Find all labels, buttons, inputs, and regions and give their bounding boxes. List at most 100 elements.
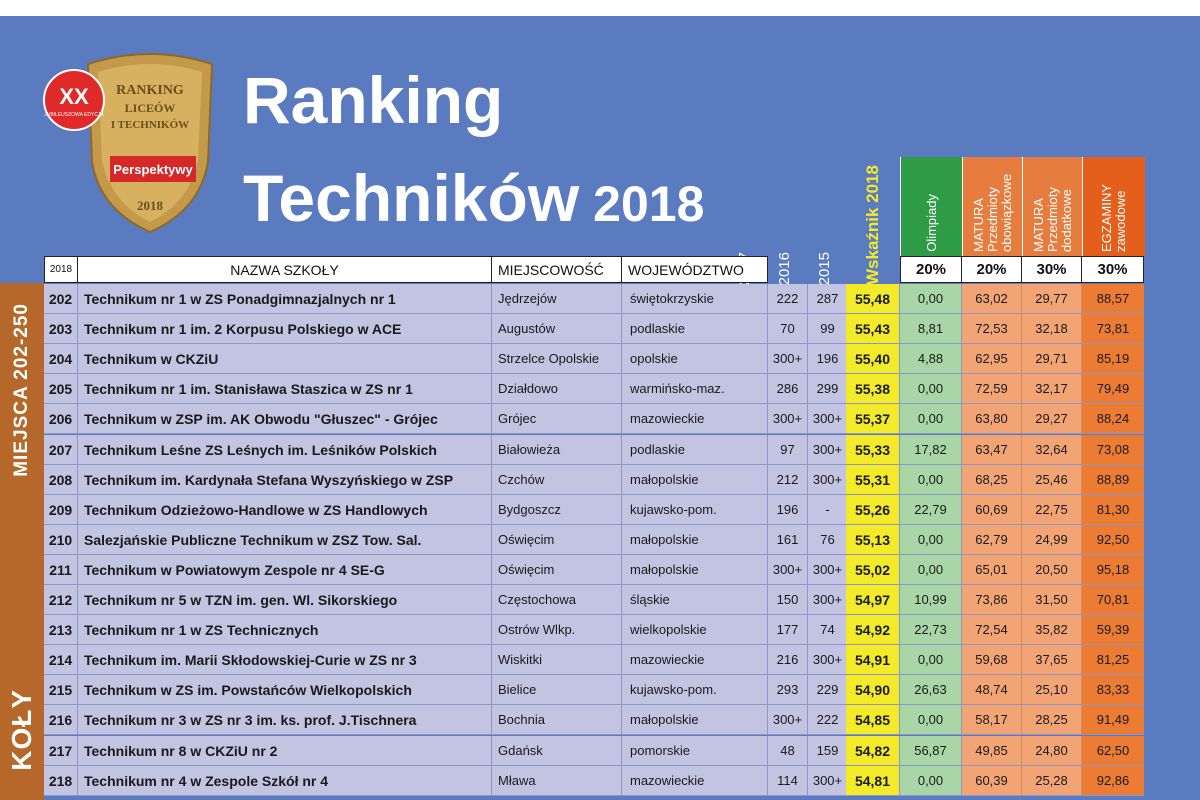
matura-additional-cell: 25,10: [1022, 675, 1082, 706]
weight-matura-additional: 30%: [1022, 256, 1082, 283]
svg-text:JUBILEUSZOWA EDYCJA: JUBILEUSZOWA EDYCJA: [44, 112, 104, 118]
rank-2016-cell: 222: [808, 705, 848, 736]
header-matura-required: MATURA Przedmioty obowiązkowe: [962, 157, 1023, 256]
table-row: 213 Technikum nr 1 w ZS Technicznych Ostró…: [44, 615, 1144, 646]
index-cell: 55,48: [846, 284, 900, 314]
voivodeship-cell: małopolskie: [622, 705, 768, 736]
rank-2017-cell: 300+: [768, 705, 808, 736]
rank-2016-cell: 196: [808, 344, 848, 375]
side-label-cut: KOŁY: [6, 689, 37, 771]
side-strip: [0, 283, 44, 800]
school-name: Technikum w ZS im. Powstańców Wielkopols…: [78, 675, 492, 706]
exams-cell: 88,24: [1082, 404, 1144, 435]
city-cell: Jędrzejów: [492, 284, 622, 314]
voivodeship-cell: mazowieckie: [622, 645, 768, 676]
city-cell: Bielice: [492, 675, 622, 706]
rank-cell: 203: [44, 314, 78, 345]
voivodeship-cell: kujawsko-pom.: [622, 494, 768, 525]
city-cell: Gdańsk: [492, 735, 622, 766]
rank-2016-cell: 300+: [808, 645, 848, 676]
table-row: 205 Technikum nr 1 im. Stanisława Staszic…: [44, 374, 1144, 405]
voivodeship-cell: kujawsko-pom.: [622, 675, 768, 706]
rank-2016-cell: 99: [808, 314, 848, 345]
olympiads-cell: 8,81: [900, 314, 962, 345]
olympiads-cell: 0,00: [900, 524, 962, 555]
olympiads-cell: 56,87: [900, 735, 962, 766]
table-row: 218 Technikum nr 4 w Zespole Szkół nr 4 Mł…: [44, 765, 1144, 796]
weight-matura-required: 20%: [962, 256, 1022, 283]
rank-cell: 216: [44, 705, 78, 736]
matura-additional-cell: 29,27: [1022, 404, 1082, 435]
index-cell: 55,40: [846, 344, 900, 375]
rank-2017-cell: 286: [768, 374, 808, 405]
rank-2016-cell: 76: [808, 524, 848, 555]
table-row: 204 Technikum w CKZiU Strzelce Opolskie opo…: [44, 344, 1144, 375]
olympiads-cell: 0,00: [900, 705, 962, 736]
rank-2017-cell: 177: [768, 615, 808, 646]
header-2015: 2015: [815, 251, 833, 285]
exams-cell: 83,33: [1082, 675, 1144, 706]
school-name: Technikum im. Kardynała Stefana Wyszyńsk…: [78, 464, 492, 495]
olympiads-cell: 0,00: [900, 645, 962, 676]
voivodeship-cell: opolskie: [622, 344, 768, 375]
matura-additional-cell: 25,46: [1022, 464, 1082, 495]
school-name: Technikum nr 1 w ZS Technicznych: [78, 615, 492, 646]
top-margin: [0, 0, 1200, 16]
matura-additional-cell: 29,71: [1022, 344, 1082, 375]
index-cell: 55,13: [846, 524, 900, 555]
city-cell: Oświęcim: [492, 524, 622, 555]
city-cell: Strzelce Opolskie: [492, 344, 622, 375]
school-name: Technikum nr 1 im. Stanisława Staszica w…: [78, 374, 492, 405]
table-row: 214 Technikum im. Marii Skłodowskiej-Curi…: [44, 645, 1144, 676]
city-cell: Oświęcim: [492, 554, 622, 585]
olympiads-cell: 0,00: [900, 464, 962, 495]
school-name: Technikum nr 3 w ZS nr 3 im. ks. prof. J…: [78, 705, 492, 736]
table-row: 212 Technikum nr 5 w TZN im. gen. Wl. Sik…: [44, 585, 1144, 615]
rank-2016-cell: 159: [808, 735, 848, 766]
rank-2017-cell: 97: [768, 434, 808, 465]
exams-cell: 95,18: [1082, 554, 1144, 585]
voivodeship-cell: małopolskie: [622, 524, 768, 555]
city-cell: Bochnia: [492, 705, 622, 736]
svg-text:LICEÓW: LICEÓW: [125, 101, 176, 115]
city-cell: Białowieża: [492, 434, 622, 465]
exams-cell: 92,86: [1082, 765, 1144, 796]
col-woj-header: WOJEWÓDZTWO: [622, 256, 768, 283]
exams-cell: 81,30: [1082, 494, 1144, 525]
voivodeship-cell: mazowieckie: [622, 765, 768, 796]
index-cell: 54,91: [846, 645, 900, 676]
exams-cell: 79,49: [1082, 374, 1144, 405]
voivodeship-cell: małopolskie: [622, 464, 768, 495]
matura-required-cell: 63,80: [962, 404, 1022, 435]
matura-required-cell: 63,47: [962, 434, 1022, 465]
city-cell: Augustów: [492, 314, 622, 345]
index-cell: 55,31: [846, 464, 900, 495]
svg-text:RANKING: RANKING: [116, 83, 184, 98]
index-cell: 54,82: [846, 735, 900, 766]
svg-text:I TECHNIKÓW: I TECHNIKÓW: [111, 119, 189, 131]
voivodeship-cell: podlaskie: [622, 434, 768, 465]
olympiads-cell: 0,00: [900, 554, 962, 585]
exams-cell: 81,25: [1082, 645, 1144, 676]
olympiads-cell: 0,00: [900, 765, 962, 796]
city-cell: Bydgoszcz: [492, 494, 622, 525]
olympiads-cell: 4,88: [900, 344, 962, 375]
header-olympiads: Olimpiady: [900, 157, 963, 256]
rank-cell: 217: [44, 735, 78, 766]
table-row: 202 Technikum nr 1 w ZS Ponadgimnazjalnyc…: [44, 284, 1144, 314]
matura-required-cell: 63,02: [962, 284, 1022, 314]
rank-cell: 202: [44, 284, 78, 314]
table-row: 209 Technikum Odzieżowo-Handlowe w ZS Han…: [44, 494, 1144, 525]
matura-required-cell: 73,86: [962, 585, 1022, 615]
exams-cell: 73,08: [1082, 434, 1144, 465]
exams-cell: 91,49: [1082, 705, 1144, 736]
voivodeship-cell: wielkopolskie: [622, 615, 768, 646]
header-index: Wskaźnik 2018: [863, 164, 882, 285]
page-title-line1: Ranking: [243, 63, 504, 137]
ranking-logo: RANKING LICEÓW I TECHNIKÓW Perspektywy 2…: [43, 53, 214, 234]
school-name: Technikum w Powiatowym Zespole nr 4 SE-G: [78, 554, 492, 585]
rank-2017-cell: 70: [768, 314, 808, 345]
col-rank-header: 2018: [44, 256, 78, 283]
rank-2016-cell: 300+: [808, 404, 848, 435]
city-cell: Grójec: [492, 404, 622, 435]
